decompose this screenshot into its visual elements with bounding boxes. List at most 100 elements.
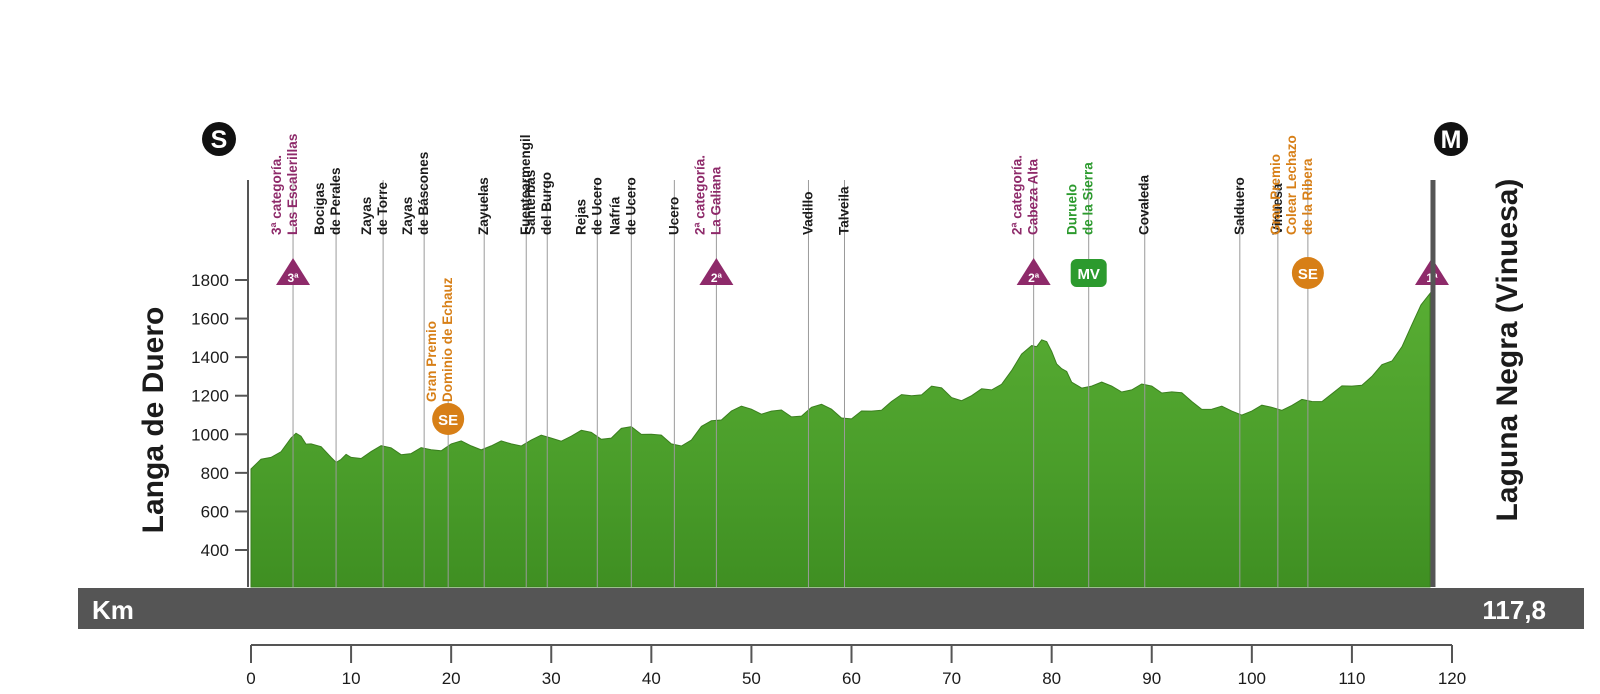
route-point-label: Talveila xyxy=(837,186,852,235)
route-point-label: de Perales xyxy=(328,167,343,235)
route-point-label: Dominio de Echauz xyxy=(440,277,455,402)
distance-tick-label: 50 xyxy=(742,669,761,688)
climb-category-icon xyxy=(276,258,311,285)
meta-volante-icon xyxy=(1070,259,1107,287)
route-point-label: La Galiana xyxy=(708,166,723,235)
route-point-town: Bocigas de Perales xyxy=(312,167,343,587)
climb-category-label: 3ª xyxy=(287,271,299,285)
route-point-town: Covaleda xyxy=(1137,174,1152,587)
climb-category-label: 2ª xyxy=(1028,271,1040,285)
route-point-label: Zayas xyxy=(359,197,374,235)
route-point-town: Zayas de Báscones xyxy=(400,152,431,587)
km-band-label: Km xyxy=(92,595,134,625)
meta-volante-label: MV xyxy=(1077,266,1100,283)
start-town-label: Langa de Duero xyxy=(137,307,170,534)
special-sprint-icon xyxy=(1291,257,1324,289)
route-point-label: de la Sierra xyxy=(1081,162,1096,235)
route-point-label: Ucero xyxy=(666,197,681,235)
climb-category-icon xyxy=(1016,258,1051,285)
distance-axis: 0 10 20 30 40 50 60 70 80 90 100 110 120 xyxy=(246,644,1466,688)
route-point-town: Ucero xyxy=(666,180,681,587)
route-point-town: Nafría de Ucero xyxy=(607,177,638,587)
route-point-town: Rejas de Ucero xyxy=(573,177,604,587)
special-sprint-label: SE xyxy=(438,412,458,429)
distance-tick-label: 90 xyxy=(1142,669,1161,688)
route-point-label: de la Ribera xyxy=(1300,158,1315,235)
route-point-label: 2ª categoría. xyxy=(692,155,707,235)
route-point-sprint: Gran Premio Dominio de Echauz SE xyxy=(424,277,465,587)
climb-category-icon xyxy=(699,258,734,285)
route-point-label: Bocigas xyxy=(312,182,327,235)
route-point-climb: 2ª categoría. La Galiana 2ª xyxy=(692,155,734,587)
route-point-label: Vinuesa xyxy=(1270,183,1285,235)
route-point-label: Colear Lechazo xyxy=(1284,135,1299,235)
route-point-label: 2ª categoría. xyxy=(1010,155,1025,235)
distance-tick-label: 110 xyxy=(1338,669,1365,688)
route-point-town: Vinuesa xyxy=(1270,180,1285,587)
special-sprint-icon xyxy=(432,403,465,435)
altitude-tick-label: 800 xyxy=(201,464,229,483)
route-point-label: Gran Premio xyxy=(1268,154,1283,235)
start-marker: S xyxy=(202,122,236,156)
distance-tick-label: 40 xyxy=(642,669,661,688)
route-point-label: Cabeza Alta xyxy=(1026,158,1041,235)
finish-marker: M xyxy=(1434,122,1468,156)
route-point-label: de Ucero xyxy=(589,177,604,235)
route-point-label: Nafría xyxy=(607,196,622,235)
route-point-label: Zayas xyxy=(400,197,415,235)
route-point-label: Covaleda xyxy=(1137,174,1152,235)
distance-tick-label: 30 xyxy=(542,669,561,688)
altitude-tick-label: 1400 xyxy=(191,348,229,367)
distance-tick-label: 70 xyxy=(942,669,961,688)
climb-category-label: 2ª xyxy=(711,271,723,285)
distance-tick-label: 60 xyxy=(842,669,861,688)
altitude-tick-label: 1200 xyxy=(191,387,229,406)
route-point-label: Santerbás xyxy=(523,170,538,235)
route-point-label: 3ª categoría. xyxy=(269,155,284,235)
altitude-tick-label: 1600 xyxy=(191,310,229,329)
route-point-label: Las Escalerillas xyxy=(285,134,300,235)
special-sprint-label: SE xyxy=(1298,266,1318,283)
route-point-town: Zayas de Torre xyxy=(359,180,390,587)
altitude-tick-label: 1800 xyxy=(191,271,229,290)
route-point-label: Salduero xyxy=(1232,177,1247,235)
altitude-tick-label: 400 xyxy=(201,541,229,560)
route-point-town: Talveila xyxy=(837,180,852,587)
route-point-label: Gran Premio xyxy=(424,321,439,402)
distance-tick-label: 0 xyxy=(246,669,255,688)
route-point-town: Zayuelas xyxy=(476,177,491,587)
route-point-label: Duruelo xyxy=(1065,184,1080,235)
route-point-label: Rejas xyxy=(573,199,588,235)
finish-town-label: Laguna Negra (Vinuesa) xyxy=(1491,179,1524,522)
finish-marker-letter: M xyxy=(1441,126,1462,154)
distance-tick-label: 80 xyxy=(1042,669,1061,688)
route-point-town: Santerbás del Burgo xyxy=(523,170,554,587)
route-point-town: Vadillo xyxy=(801,180,816,587)
distance-tick-label: 120 xyxy=(1438,669,1466,688)
altitude-axis: 400 600 800 1000 1200 1400 1600 1800 xyxy=(191,180,249,587)
route-point-label: de Torre xyxy=(375,181,390,235)
route-point-town: Fuentearmengil xyxy=(518,134,533,587)
altitude-tick-label: 600 xyxy=(201,502,229,521)
route-point-label: de Ucero xyxy=(623,177,638,235)
distance-tick-label: 100 xyxy=(1238,669,1266,688)
route-point-label: Vadillo xyxy=(801,191,816,235)
route-point-town: Salduero xyxy=(1232,177,1247,587)
route-point-climb: 2ª categoría. Cabeza Alta 2ª xyxy=(1010,155,1051,587)
route-point-label: de Báscones xyxy=(416,152,431,235)
route-point-label: del Burgo xyxy=(539,172,554,235)
start-marker-letter: S xyxy=(211,126,228,154)
distance-tick-label: 20 xyxy=(442,669,461,688)
km-band xyxy=(78,588,1584,629)
route-point-sprint: Gran Premio Colear Lechazo de la Ribera SE xyxy=(1268,135,1324,587)
altitude-tick-label: 1000 xyxy=(191,425,229,444)
route-point-label: Zayuelas xyxy=(476,177,491,235)
route-point-climb: 3ª categoría. Las Escalerillas 3ª xyxy=(269,134,311,587)
route-point-mv: Duruelo de la Sierra MV xyxy=(1065,162,1107,587)
distance-tick-label: 10 xyxy=(342,669,361,688)
route-point-label: Fuentearmengil xyxy=(518,134,533,235)
elevation-profile-area xyxy=(250,292,1431,588)
total-distance-label: 117,8 xyxy=(1482,595,1546,625)
